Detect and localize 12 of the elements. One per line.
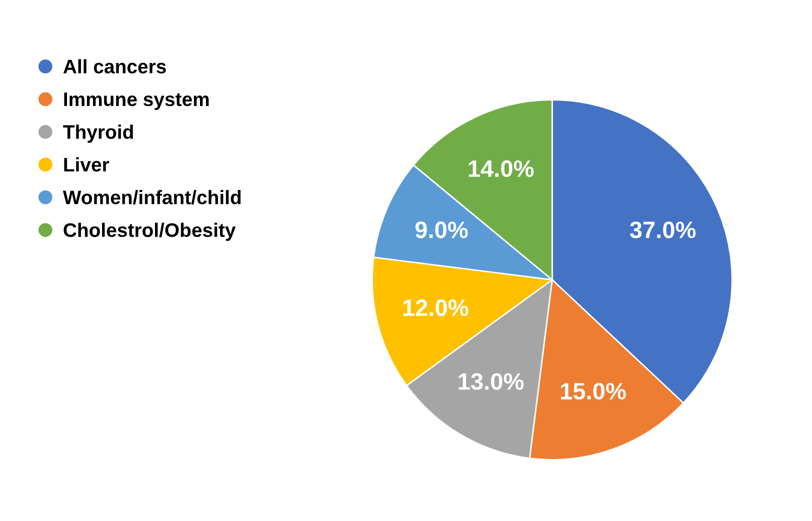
data-label: 12.0% (403, 299, 468, 316)
data-label: 14.0% (468, 160, 534, 178)
data-label: 37.0% (630, 222, 696, 238)
data-label: 15.0% (561, 382, 626, 400)
legend-label: Immune system (64, 92, 209, 110)
legend-label: Cholestrol/Obesity (64, 222, 236, 241)
legend-label: Liver (64, 157, 110, 172)
legend-label: All cancers (63, 59, 166, 74)
data-label: 9.0% (415, 222, 468, 238)
legend-label: Thyroid (63, 124, 133, 143)
data-label: 13.0% (458, 373, 524, 390)
legend-label: Women/infant/child (62, 190, 241, 204)
